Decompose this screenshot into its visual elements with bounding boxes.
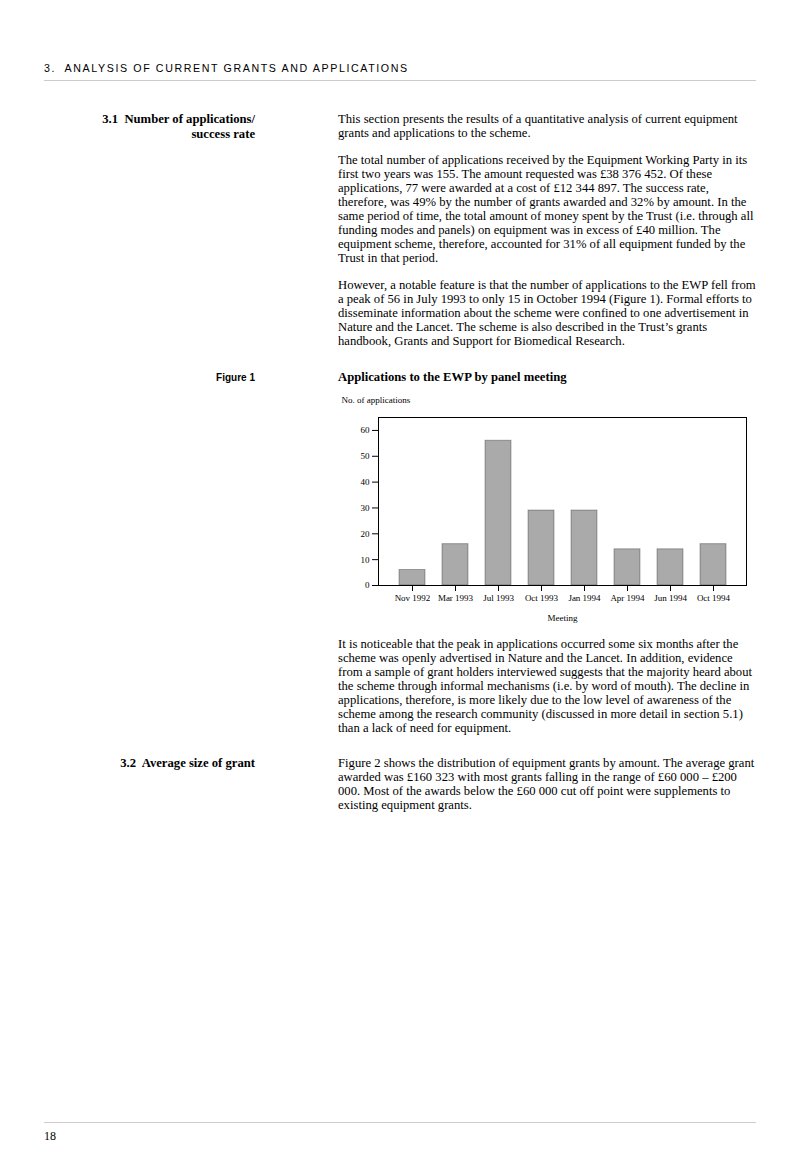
html-text:It is noticeable that the peak: It is noticeable that the peak in applic… [338, 637, 752, 735]
svg-text:30: 30 [361, 503, 371, 513]
svg-text:Nov 1992: Nov 1992 [395, 593, 431, 603]
svg-text:Oct 1994: Oct 1994 [697, 593, 731, 603]
svg-text:50: 50 [361, 451, 371, 461]
html-text:Figure 2 shows the distributio: Figure 2 shows the distribution of equip… [338, 756, 755, 812]
html-text:3.1 Number of applications/ su: 3.1 Number of applications/ success rate [102, 112, 255, 141]
html-text:This section presents the resu: This section presents the results of a q… [338, 112, 738, 140]
svg-text:No. of applications: No. of applications [342, 395, 411, 405]
html-text:3. ANALYSIS OF CURRENT GRANTS: 3. ANALYSIS OF CURRENT GRANTS AND APPLIC… [44, 62, 409, 74]
svg-text:Meeting: Meeting [548, 613, 578, 623]
svg-text:Jan 1994: Jan 1994 [568, 593, 601, 603]
svg-text:Jun 1994: Jun 1994 [654, 593, 687, 603]
svg-text:20: 20 [361, 529, 371, 539]
html-text:Applications to the EWP by pan: Applications to the EWP by panel meeting [338, 370, 567, 384]
html-text:The total number of applicatio: The total number of applications receive… [338, 153, 754, 265]
html-text:3.2 Average size of grant: 3.2 Average size of grant [120, 756, 255, 770]
svg-text:Mar 1993: Mar 1993 [438, 593, 474, 603]
svg-text:60: 60 [361, 425, 371, 435]
svg-text:Jul 1993: Jul 1993 [483, 593, 514, 603]
html-text:Figure 1: Figure 1 [216, 372, 255, 383]
svg-text:Apr 1994: Apr 1994 [610, 593, 645, 603]
html-text:However, a notable feature is: However, a notable feature is that the n… [338, 278, 756, 348]
svg-text:40: 40 [361, 477, 371, 487]
svg-text:Oct 1993: Oct 1993 [525, 593, 559, 603]
html-text:18: 18 [44, 1129, 56, 1143]
svg-text:0: 0 [365, 580, 370, 590]
svg-text:10: 10 [361, 555, 371, 565]
